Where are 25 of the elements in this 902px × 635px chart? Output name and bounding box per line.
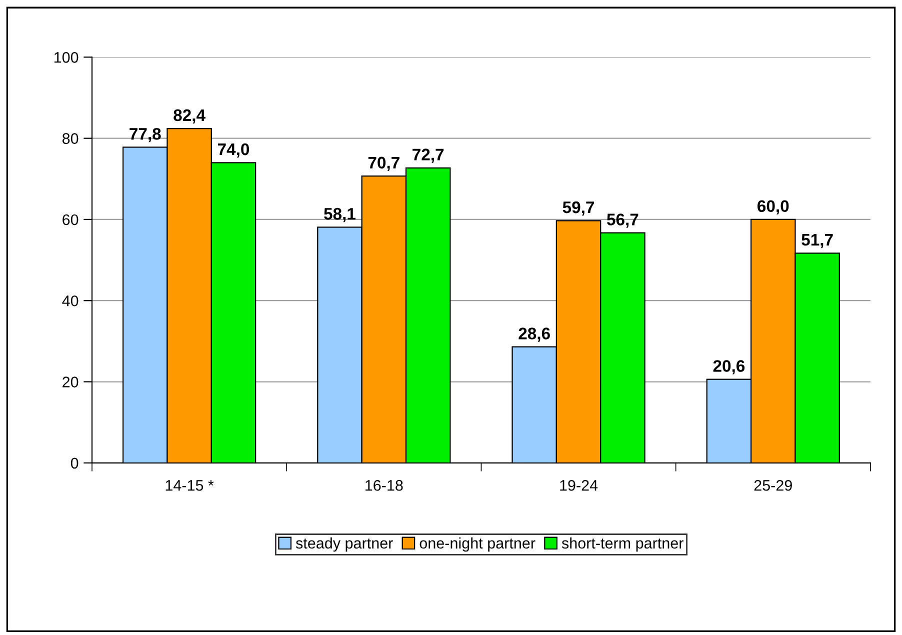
data-label: 20,6 <box>713 360 745 374</box>
y-tick-label: 0 <box>70 458 78 469</box>
data-label: 51,7 <box>802 234 833 248</box>
data-label: 56,7 <box>606 214 638 228</box>
y-tick-label: 80 <box>62 133 78 144</box>
data-label: 60,0 <box>758 200 789 214</box>
data-label: 82,4 <box>174 109 206 124</box>
legend-label: short-term partner <box>562 537 684 552</box>
y-tick-label: 20 <box>62 376 78 388</box>
data-label: 58,1 <box>324 208 356 222</box>
data-label: 72,7 <box>412 148 444 163</box>
x-tick-label: 16-18 <box>366 480 403 491</box>
y-tick-label: 60 <box>62 214 78 226</box>
data-label: 70,7 <box>368 156 400 171</box>
y-tick-label: 40 <box>62 295 78 306</box>
x-tick-label: 19-24 <box>560 480 598 491</box>
x-tick-label: 14-15 * <box>166 480 214 491</box>
data-label: 28,6 <box>518 328 550 342</box>
data-label: 59,7 <box>562 201 594 216</box>
data-label: 77,8 <box>130 128 161 142</box>
legend-label: one-night partner <box>420 537 536 552</box>
data-label: 74,0 <box>218 143 250 158</box>
y-tick-label: 100 <box>54 52 78 63</box>
x-tick-label: 25-29 <box>754 480 792 491</box>
legend-label: steady partner <box>296 537 393 552</box>
